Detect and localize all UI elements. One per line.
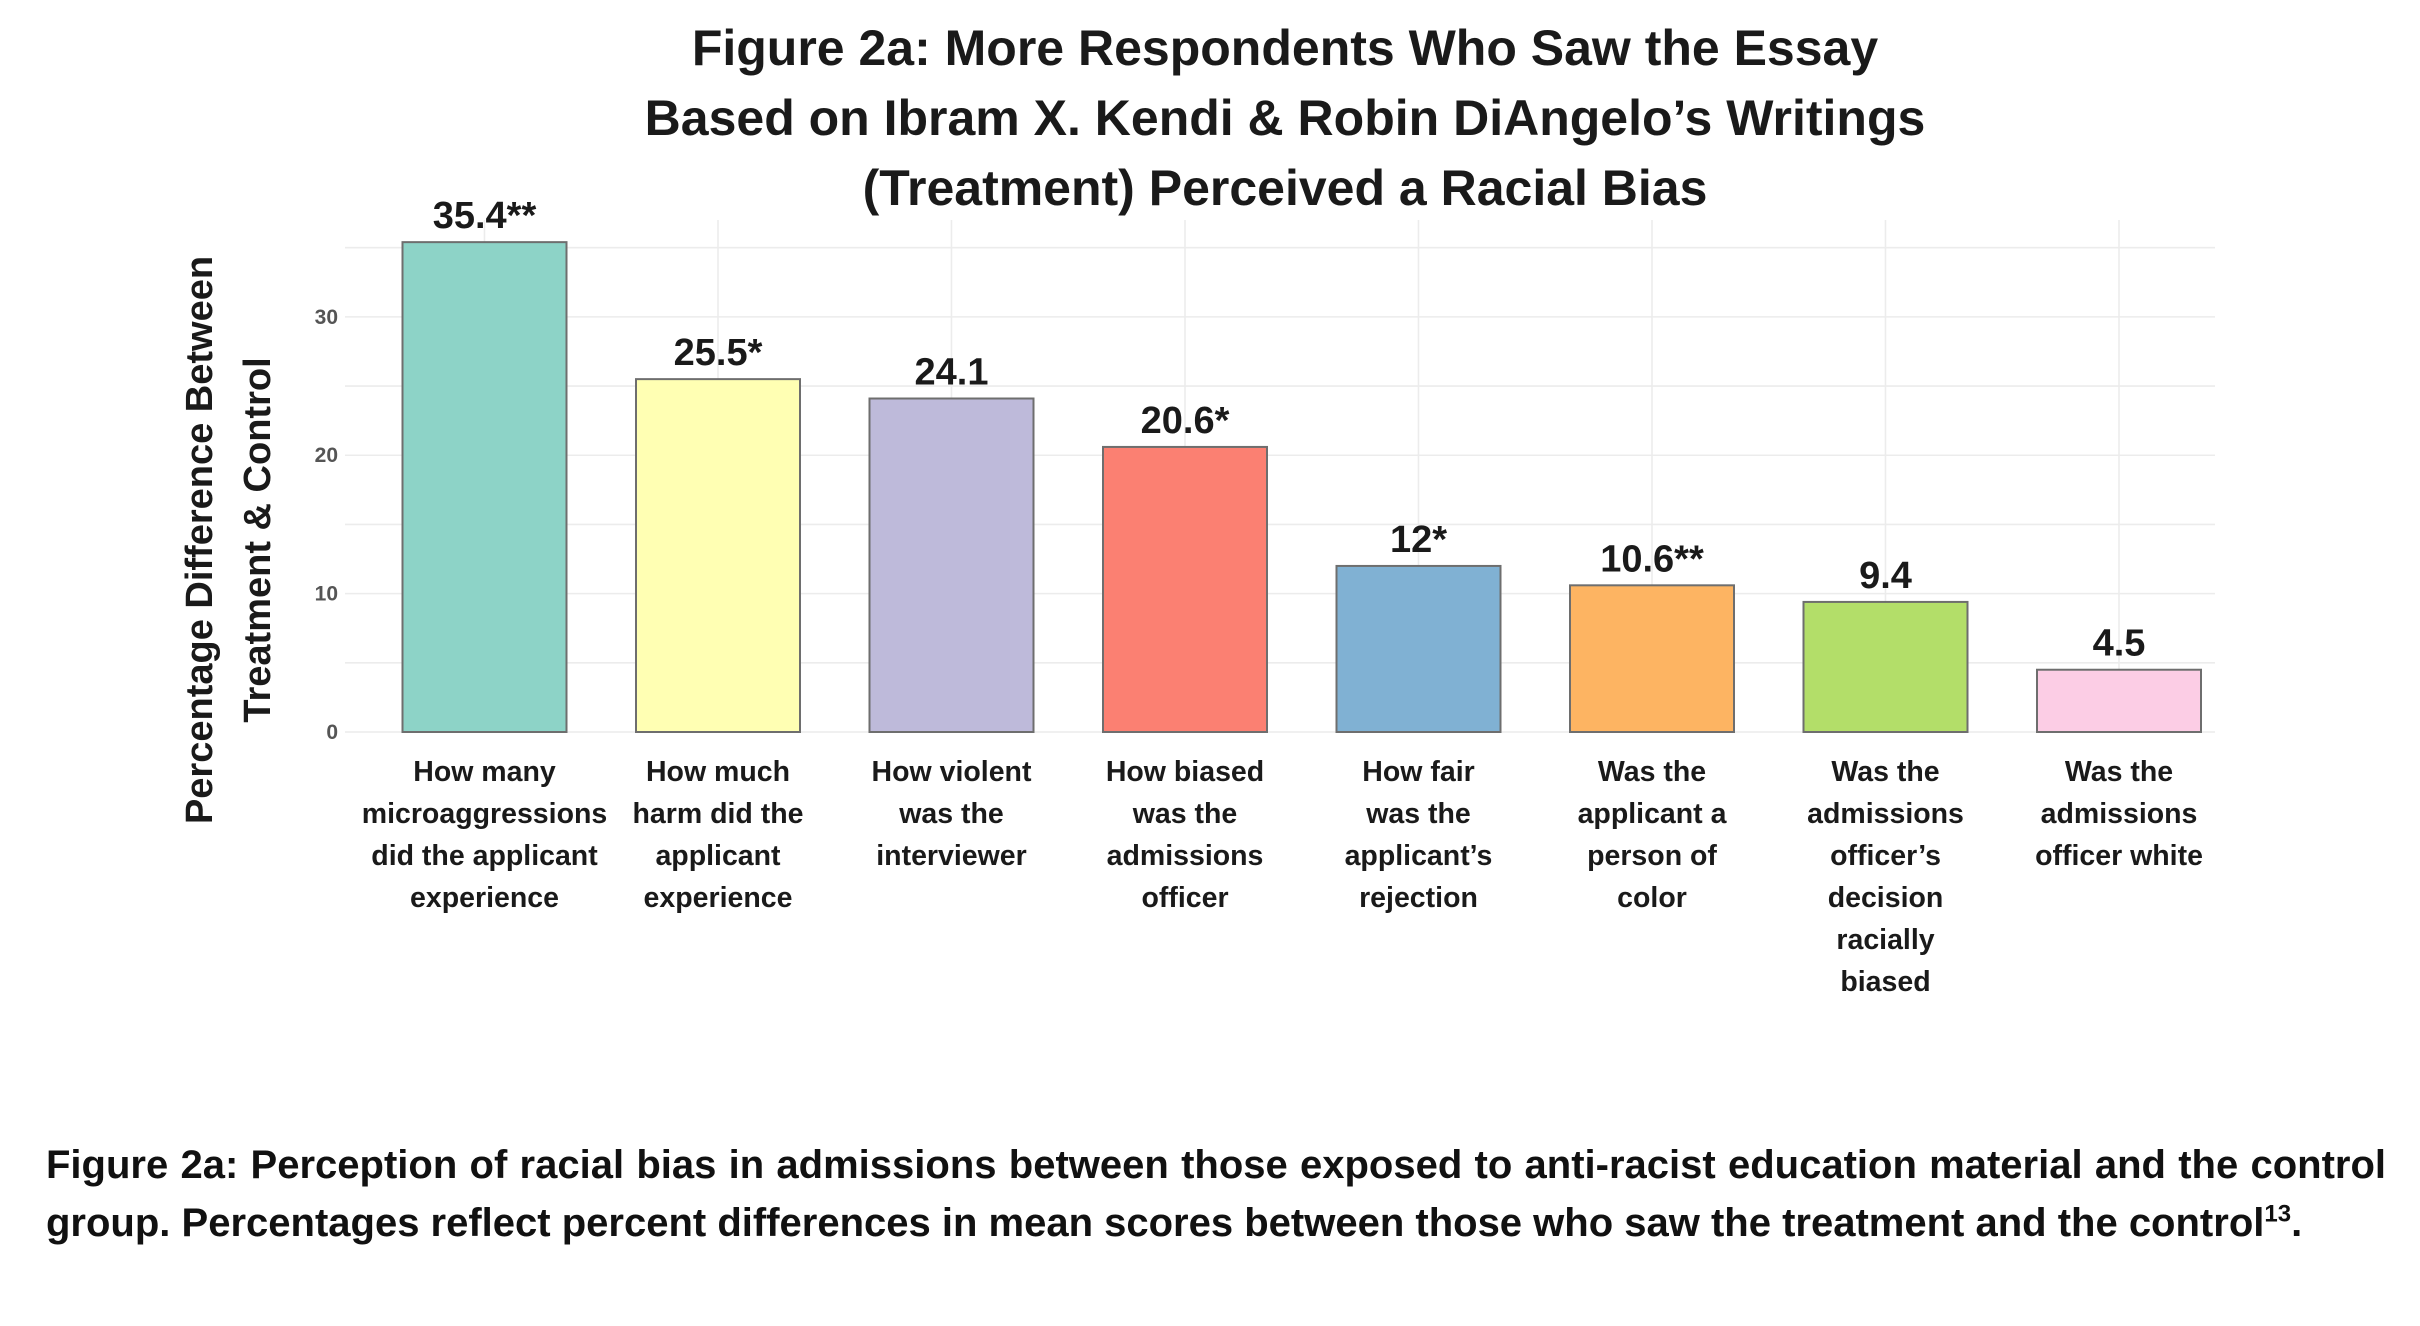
- x-tick-label-line: How much: [646, 756, 790, 788]
- y-axis-ticks: 0 10 20 30: [315, 306, 338, 744]
- x-tick-label-line: admissions: [1807, 798, 1964, 830]
- x-tick-label-5: How fair was the applicant’s rejection: [1345, 756, 1493, 914]
- x-tick-label-line: microaggressions: [362, 798, 608, 830]
- footnote-marker: 13: [2264, 1200, 2292, 1228]
- y-tick-label: 0: [326, 721, 338, 744]
- x-tick-label-line: was the: [1132, 798, 1238, 830]
- data-label-7: 9.4: [1859, 555, 1912, 597]
- y-axis-title: Percentage Difference Between Treatment &…: [179, 256, 279, 824]
- x-tick-label-line: How biased: [1106, 756, 1264, 788]
- chart-title-line-1: Figure 2a: More Respondents Who Saw the …: [692, 20, 1879, 76]
- x-tick-label-line: experience: [644, 882, 793, 914]
- bar-chart: Figure 2a: More Respondents Who Saw the …: [179, 20, 2215, 998]
- chart-title-line-2: Based on Ibram X. Kendi & Robin DiAngelo…: [645, 90, 1926, 146]
- x-tick-label-line: color: [1617, 882, 1687, 914]
- x-tick-label-8: Was the admissions officer white: [2035, 756, 2203, 872]
- x-tick-label-line: officer: [1141, 882, 1228, 914]
- caption-text: Figure 2a: Perception of racial bias in …: [46, 1143, 2386, 1245]
- bar-6: [1569, 584, 1735, 733]
- data-label-3: 24.1: [915, 352, 989, 394]
- bars: [401, 241, 2202, 734]
- caption-end: .: [2291, 1201, 2303, 1245]
- x-tick-label-1: How many microaggressions did the applican…: [362, 756, 608, 914]
- x-tick-label-line: was the: [898, 798, 1004, 830]
- x-tick-label-line: officer’s: [1830, 840, 1941, 872]
- x-tick-label-line: person of: [1587, 840, 1717, 872]
- x-tick-label-line: Was the: [1831, 756, 1939, 788]
- x-tick-label-4: How biased was the admissions officer: [1106, 756, 1264, 914]
- y-tick-label: 30: [315, 306, 338, 329]
- x-tick-label-line: How fair: [1362, 756, 1474, 788]
- data-label-5: 12*: [1390, 519, 1447, 561]
- chart-title: Figure 2a: More Respondents Who Saw the …: [645, 20, 1926, 216]
- figure-caption: Figure 2a: Perception of racial bias in …: [46, 1136, 2386, 1252]
- x-tick-label-7: Was the admissions officer’s decision racial…: [1807, 756, 1964, 998]
- x-tick-label-line: decision: [1828, 882, 1944, 914]
- data-label-6: 10.6**: [1600, 538, 1704, 580]
- x-tick-label-line: racially: [1836, 924, 1934, 956]
- data-label-1: 35.4**: [433, 195, 537, 237]
- y-tick-label: 20: [315, 444, 338, 467]
- x-tick-label-line: rejection: [1359, 882, 1478, 914]
- x-tick-label-2: How much harm did the applicant experience: [632, 756, 803, 914]
- data-label-8: 4.5: [2093, 623, 2146, 665]
- x-tick-label-line: applicant a: [1578, 798, 1728, 830]
- x-tick-label-line: biased: [1840, 966, 1930, 998]
- bar-3: [868, 397, 1035, 733]
- bar-1: [401, 241, 568, 733]
- x-tick-label-3: How violent was the interviewer: [872, 756, 1032, 872]
- y-axis-title-line-1: Percentage Difference Between: [179, 256, 221, 824]
- bar-7: [1802, 600, 1969, 733]
- x-tick-label-line: applicant: [655, 840, 781, 872]
- x-tick-label-line: interviewer: [876, 840, 1027, 872]
- data-label-4: 20.6*: [1141, 400, 1230, 442]
- x-tick-label-6: Was the applicant a person of color: [1578, 756, 1728, 914]
- bar-5: [1335, 564, 1502, 733]
- x-tick-label-line: admissions: [2041, 798, 2198, 830]
- x-tick-label-line: admissions: [1107, 840, 1264, 872]
- x-tick-label-line: applicant’s: [1345, 840, 1493, 872]
- bar-2: [635, 378, 801, 733]
- x-tick-label-line: did the applicant: [371, 840, 598, 872]
- x-tick-label-line: How many: [413, 756, 556, 788]
- bar-8: [2036, 668, 2202, 734]
- data-labels: 35.4** 25.5* 24.1 20.6* 12* 10.6** 9.4 4.5: [433, 195, 2146, 665]
- x-tick-label-line: officer white: [2035, 840, 2203, 872]
- x-tick-label-line: Was the: [2065, 756, 2173, 788]
- y-axis-title-line-2: Treatment & Control: [237, 357, 279, 722]
- data-label-2: 25.5*: [674, 332, 763, 374]
- x-tick-label-line: Was the: [1598, 756, 1706, 788]
- x-axis-labels: How many microaggressions did the applican…: [362, 756, 2203, 998]
- chart-title-line-3: (Treatment) Perceived a Racial Bias: [863, 160, 1708, 216]
- x-tick-label-line: experience: [410, 882, 559, 914]
- x-tick-label-line: harm did the: [632, 798, 803, 830]
- x-tick-label-line: How violent: [872, 756, 1032, 788]
- x-tick-label-line: was the: [1365, 798, 1471, 830]
- bar-4: [1102, 445, 1268, 733]
- y-tick-label: 10: [315, 583, 338, 606]
